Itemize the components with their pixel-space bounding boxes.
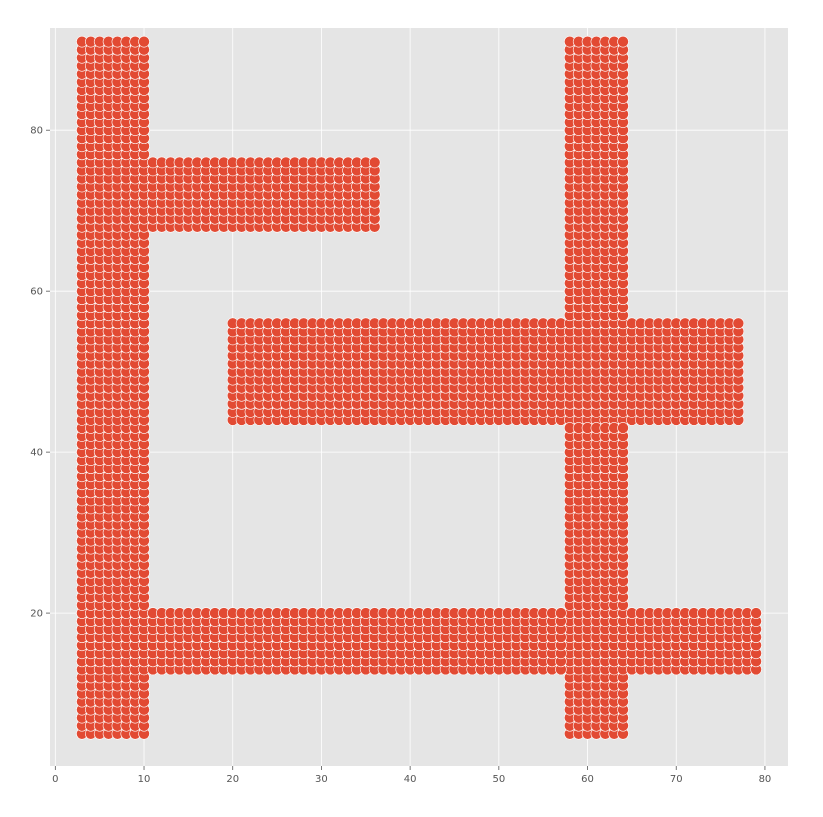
y-tick-label: 20 <box>30 609 43 620</box>
y-tick-label: 60 <box>30 287 43 298</box>
x-tick-label: 70 <box>670 774 683 785</box>
y-axis-ticks: 20 40 60 80 <box>30 126 50 620</box>
data-point <box>138 35 150 48</box>
data-point <box>750 607 762 619</box>
x-tick-label: 10 <box>138 774 151 785</box>
x-tick-label: 30 <box>315 774 328 785</box>
x-tick-label: 50 <box>492 774 505 785</box>
x-tick-label: 60 <box>581 774 594 785</box>
x-tick-label: 80 <box>759 774 772 785</box>
x-tick-label: 40 <box>404 774 417 785</box>
y-tick-label: 40 <box>30 448 43 459</box>
data-point <box>617 422 629 434</box>
data-points <box>76 35 762 740</box>
y-tick-label: 80 <box>30 126 43 137</box>
x-axis-ticks: 0 10 20 30 40 50 60 70 80 <box>52 766 771 785</box>
x-tick-label: 20 <box>226 774 239 785</box>
x-tick-label: 0 <box>52 774 58 785</box>
data-point <box>617 35 629 48</box>
data-point <box>732 317 745 330</box>
data-point <box>555 607 567 619</box>
data-point <box>368 156 381 169</box>
